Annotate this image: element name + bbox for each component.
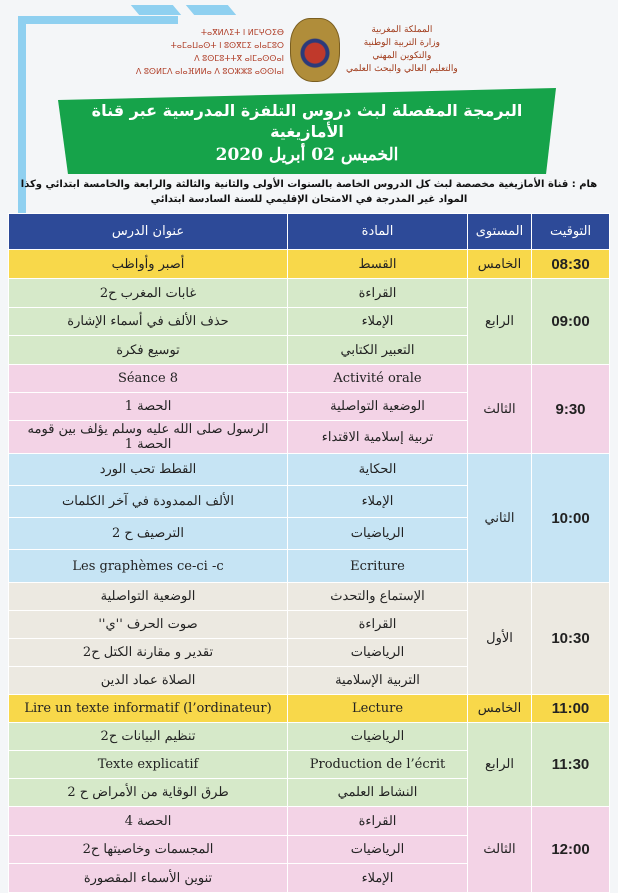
ministry-name-tifinagh: ⵜⴰⴳⵍⴷⵉⵜ ⵏ ⵍⵎⵖⵔⵉⴱ ⵜⴰⵎⴰⵡⴰⵙⵜ ⵏ ⵓⵙⴳⵎⵉ ⴰⵏⴰⵎⵓⵔ… xyxy=(136,26,284,78)
subject-cell: القراءة xyxy=(287,610,468,639)
subject-cell: القسط xyxy=(287,249,468,279)
lesson-cell: تنظيم البيانات ح2 xyxy=(8,722,288,751)
subject-cell: التربية الإسلامية xyxy=(287,666,468,695)
level-cell: الرابع xyxy=(467,278,532,365)
subject-cell: Activité orale xyxy=(287,364,468,393)
lesson-cell: الترصيف ح 2 xyxy=(8,517,288,550)
lesson-cell: أصبر وأواظب xyxy=(8,249,288,279)
decorative-frame xyxy=(18,22,26,222)
subject-cell: النشاط العلمي xyxy=(287,778,468,807)
subject-cell: الإملاء xyxy=(287,863,468,893)
subject-cell: الإملاء xyxy=(287,485,468,518)
table-row: 08:30 الخامس القسط أصبر وأواظب xyxy=(8,249,610,279)
table-row: 11:30 الرابع الرياضيات تنظيم البيانات ح2 xyxy=(8,722,610,807)
table-row: 11:00 الخامس Lecture Lire un texte informat… xyxy=(8,694,610,723)
level-cell: الأول xyxy=(467,582,532,695)
level-cell: الثاني xyxy=(467,453,532,583)
subject-cell: الإستماع والتحدث xyxy=(287,582,468,611)
lesson-cell: الحصة 1 xyxy=(8,392,288,421)
lesson-cell: غابات المغرب ح2 xyxy=(8,278,288,308)
subject-cell: الإملاء xyxy=(287,307,468,336)
page-title: البرمجة المفصلة لبث دروس التلفزة المدرسي… xyxy=(91,101,523,141)
subject-cell: الوضعية التواصلية xyxy=(287,392,468,421)
lesson-cell: Séance 8 xyxy=(8,364,288,393)
ministry-line: ⴷ ⵓⵙⵎⵓⵜⵜⴳ ⴰⵏⵎⴰⵙⵙⴰⵏ xyxy=(194,54,284,63)
ministry-line: ⵜⴰⵎⴰⵡⴰⵙⵜ ⵏ ⵓⵙⴳⵎⵉ ⴰⵏⴰⵎⵓⵔ xyxy=(170,41,284,50)
decorative-frame xyxy=(18,16,178,24)
ministry-line: المملكة المغربية xyxy=(371,25,433,35)
lesson-cell: طرق الوقاية من الأمراض ح 2 xyxy=(8,778,288,807)
lesson-cell: الوضعية التواصلية xyxy=(8,582,288,611)
table-row: 9:30 الثالث Activité orale Séance 8 xyxy=(8,364,610,454)
table-row: 10:00 الثاني الحكاية القطط تحب الورد xyxy=(8,453,610,583)
time-cell: 11:30 xyxy=(531,722,610,807)
ministry-line: وزارة التربية الوطنية xyxy=(363,38,440,48)
title-banner: البرمجة المفصلة لبث دروس التلفزة المدرسي… xyxy=(58,88,556,174)
time-cell: 10:00 xyxy=(531,453,610,583)
subject-cell: التعبير الكتابي xyxy=(287,335,468,365)
subject-cell: الرياضيات xyxy=(287,638,468,667)
coat-of-arms-logo xyxy=(290,18,340,82)
lesson-cell: الحصة 4 xyxy=(8,806,288,836)
important-note: هام : قناة الأمازيغية مخصصة لبث كل الدرو… xyxy=(20,179,598,205)
level-cell: الثالث xyxy=(467,364,532,454)
ministry-name-arabic: المملكة المغربية وزارة التربية الوطنية و… xyxy=(346,24,458,76)
lesson-cell: Les graphèmes ce-ci -c xyxy=(8,549,288,583)
lesson-cell: توسيع فكرة xyxy=(8,335,288,365)
ministry-line: والتكوين المهني xyxy=(372,51,432,61)
table-row: 12:00 الثالث القراءة الحصة 4 xyxy=(8,806,610,893)
level-cell: الخامس xyxy=(467,694,532,723)
time-cell: 09:00 xyxy=(531,278,610,365)
lesson-cell: تقدير و مقارنة الكتل ح2 xyxy=(8,638,288,667)
ministry-header: ⵜⴰⴳⵍⴷⵉⵜ ⵏ ⵍⵎⵖⵔⵉⴱ ⵜⴰⵎⴰⵡⴰⵙⵜ ⵏ ⵓⵙⴳⵎⵉ ⴰⵏⴰⵎⵓⵔ… xyxy=(0,0,618,86)
subject-cell: الرياضيات xyxy=(287,722,468,751)
schedule-table: التوقيت المستوى المادة عنوان الدرس 08:30… xyxy=(8,213,610,893)
ministry-line: ⴷ ⵓⵙⵍⵎⴷ ⴰⵏⴰⴼⵍⵍⴰ ⴷ ⵓⵔⵣⵣⵓ ⴰⵙⵙⵏⴰⵏ xyxy=(135,67,284,76)
lesson-cell: تنوين الأسماء المقصورة xyxy=(8,863,288,893)
time-cell: 12:00 xyxy=(531,806,610,893)
lesson-cell: Texte explicatif xyxy=(8,750,288,779)
lesson-cell: الألف الممدودة في آخر الكلمات xyxy=(8,485,288,518)
table-header-row: التوقيت المستوى المادة عنوان الدرس xyxy=(8,213,610,250)
time-cell: 9:30 xyxy=(531,364,610,454)
schedule-body: 08:30 الخامس القسط أصبر وأواظب 09:00 الرابع ال… xyxy=(8,249,610,893)
subject-cell: القراءة xyxy=(287,806,468,836)
time-cell: 10:30 xyxy=(531,582,610,695)
level-cell: الرابع xyxy=(467,722,532,807)
lesson-cell: حذف الألف في أسماء الإشارة xyxy=(8,307,288,336)
column-header-lesson: عنوان الدرس xyxy=(8,213,288,250)
subject-cell: Production de l’écrit xyxy=(287,750,468,779)
lesson-cell: الرسول صلى الله عليه وسلم يؤلف بين قومه … xyxy=(8,420,288,454)
subject-cell: الرياضيات xyxy=(287,517,468,550)
table-row: 10:30 الأول الإستماع والتحدث الوضعية التواص… xyxy=(8,582,610,695)
table-row: 09:00 الرابع القراءة غابات المغرب ح2 xyxy=(8,278,610,365)
ministry-line: ⵜⴰⴳⵍⴷⵉⵜ ⵏ ⵍⵎⵖⵔⵉⴱ xyxy=(200,28,284,37)
level-cell: الخامس xyxy=(467,249,532,279)
page-date: الخميس 02 أبريل 2020 xyxy=(215,145,399,165)
subject-cell: تربية إسلامية الاقتداء xyxy=(287,420,468,454)
ministry-line: والتعليم العالي والبحث العلمي xyxy=(346,64,458,74)
time-cell: 08:30 xyxy=(531,249,610,279)
column-header-subject: المادة xyxy=(287,213,468,250)
lesson-cell: القطط تحب الورد xyxy=(8,453,288,486)
subject-cell: Lecture xyxy=(287,694,468,723)
subject-cell: Ecriture xyxy=(287,549,468,583)
column-header-level: المستوى xyxy=(467,213,532,250)
lesson-cell: صوت الحرف ''ي'' xyxy=(8,610,288,639)
column-header-time: التوقيت xyxy=(531,213,610,250)
subject-cell: القراءة xyxy=(287,278,468,308)
time-cell: 11:00 xyxy=(531,694,610,723)
subject-cell: الرياضيات xyxy=(287,835,468,864)
lesson-cell: Lire un texte informatif (l’ordinateur) xyxy=(8,694,288,723)
lesson-cell: الصلاة عماد الدين xyxy=(8,666,288,695)
lesson-cell: المجسمات وخاصيتها ح2 xyxy=(8,835,288,864)
subject-cell: الحكاية xyxy=(287,453,468,486)
